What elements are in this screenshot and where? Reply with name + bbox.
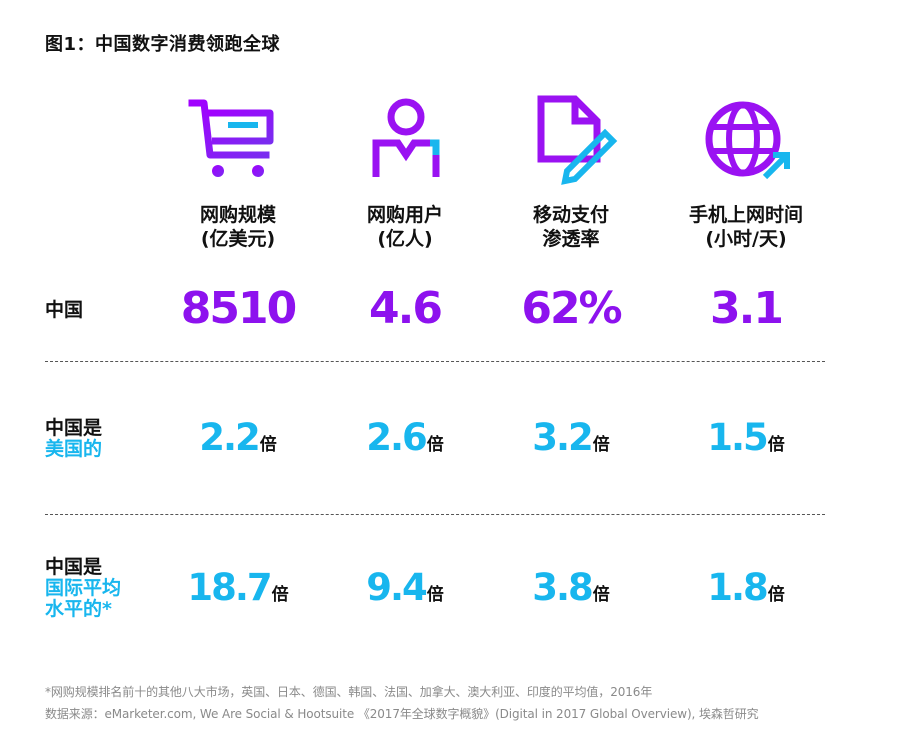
column-header-online-shoppers: 网购用户 (亿人) bbox=[320, 203, 490, 251]
value-vs-us-mobile-time: 1.5倍 bbox=[661, 416, 831, 459]
footnote-note: *网购规模排名前十的其他八大市场，英国、日本、德国、韩国、法国、加拿大、澳大利亚… bbox=[45, 685, 653, 699]
multiplier-value: 3.2 bbox=[532, 416, 594, 459]
row-divider bbox=[45, 514, 825, 515]
multiplier-unit: 倍 bbox=[271, 585, 289, 605]
row-label-line2: 国际平均 bbox=[45, 577, 122, 599]
column-header-online-shopping-scale: 网购规模 (亿美元) bbox=[153, 203, 323, 251]
value-vs-intl-shoppers: 9.4倍 bbox=[320, 566, 490, 609]
column-header-line1: 网购用户 bbox=[366, 204, 443, 226]
multiplier-value: 2.2 bbox=[199, 416, 261, 459]
multiplier-unit: 倍 bbox=[426, 585, 444, 605]
value-vs-us-shoppers: 2.6倍 bbox=[320, 416, 490, 459]
shopping-cart-icon bbox=[188, 95, 278, 185]
footnote-source: 数据来源：eMarketer.com, We Are Social & Hoot… bbox=[45, 707, 759, 721]
multiplier-value: 9.4 bbox=[366, 566, 428, 609]
value-china-mobile-time: 3.1 bbox=[710, 283, 784, 334]
row-divider bbox=[45, 361, 825, 362]
column-header-mobile-payment: 移动支付 渗透率 bbox=[486, 203, 656, 251]
multiplier-unit: 倍 bbox=[767, 585, 785, 605]
multiplier-value: 18.7 bbox=[187, 566, 272, 609]
row-label-vs-international: 中国是 国际平均 水平的* bbox=[45, 557, 121, 620]
value-china-mobile-payment: 62% bbox=[521, 283, 622, 334]
value-vs-intl-shopping-scale: 18.7倍 bbox=[153, 566, 323, 609]
multiplier-value: 1.8 bbox=[707, 566, 769, 609]
user-icon bbox=[370, 95, 460, 185]
multiplier-value: 2.6 bbox=[366, 416, 428, 459]
column-header-line1: 网购规模 bbox=[199, 204, 276, 226]
column-header-line2: (亿美元) bbox=[200, 228, 276, 250]
row-label-china: 中国 bbox=[45, 300, 83, 321]
multiplier-unit: 倍 bbox=[259, 435, 277, 455]
multiplier-unit: 倍 bbox=[767, 435, 785, 455]
column-header-line1: 移动支付 bbox=[532, 204, 609, 226]
multiplier-unit: 倍 bbox=[592, 435, 610, 455]
multiplier-value: 1.5 bbox=[707, 416, 769, 459]
column-header-mobile-time: 手机上网时间 (小时/天) bbox=[661, 203, 831, 251]
value-china-shoppers: 4.6 bbox=[369, 283, 443, 334]
value-vs-us-mobile-payment: 3.2倍 bbox=[486, 416, 656, 459]
column-header-line1: 手机上网时间 bbox=[688, 204, 803, 226]
globe-icon bbox=[703, 95, 793, 185]
page-title: 图1：中国数字消费领跑全球 bbox=[45, 34, 281, 55]
row-label-line2: 美国的 bbox=[45, 438, 103, 460]
column-header-line2: (小时/天) bbox=[705, 228, 787, 250]
value-vs-intl-mobile-payment: 3.8倍 bbox=[486, 566, 656, 609]
multiplier-unit: 倍 bbox=[426, 435, 444, 455]
value-china-shopping-scale: 8510 bbox=[180, 283, 297, 334]
value-vs-us-shopping-scale: 2.2倍 bbox=[153, 416, 323, 459]
multiplier-unit: 倍 bbox=[592, 585, 610, 605]
value-vs-intl-mobile-time: 1.8倍 bbox=[661, 566, 831, 609]
row-label-line1: 中国 bbox=[45, 299, 84, 321]
column-header-line2: (亿人) bbox=[377, 228, 433, 250]
row-label-line1: 中国是 bbox=[45, 417, 103, 439]
document-edit-icon bbox=[535, 95, 625, 185]
row-label-line1: 中国是 bbox=[45, 556, 103, 578]
column-header-line2: 渗透率 bbox=[542, 228, 600, 250]
row-label-line3: 水平的* bbox=[45, 598, 112, 620]
multiplier-value: 3.8 bbox=[532, 566, 594, 609]
row-label-vs-us: 中国是 美国的 bbox=[45, 418, 102, 460]
